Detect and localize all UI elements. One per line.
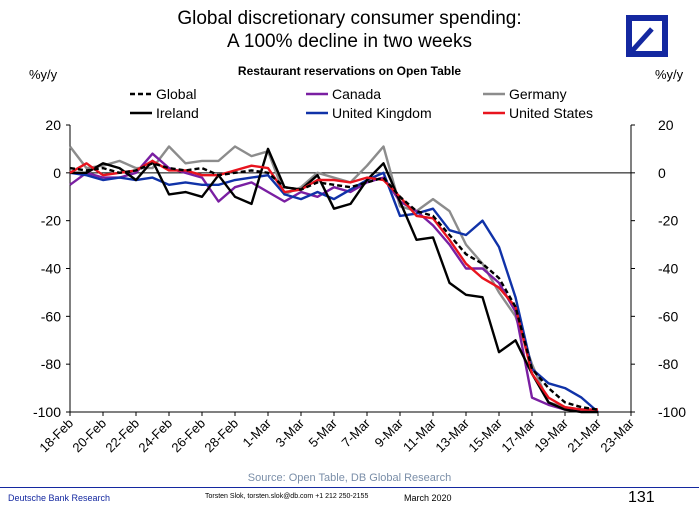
y-axis-unit-left: %y/y	[29, 67, 58, 82]
x-tick-label: 17-Mar	[498, 415, 538, 455]
legend-label: United States	[509, 105, 593, 121]
deutsche-bank-logo-icon	[626, 15, 668, 57]
y-tick-label-right: -40	[658, 261, 678, 277]
legend-label: Canada	[332, 86, 381, 102]
legend-item: Global	[130, 86, 196, 102]
page-number: 131	[628, 489, 655, 506]
footer-brand: Deutsche Bank Research	[8, 493, 111, 503]
y-tick-label-right: -60	[658, 308, 678, 324]
x-tick-label: 24-Feb	[135, 416, 175, 456]
chart-subtitle: Restaurant reservations on Open Table	[237, 64, 462, 78]
footer-contact: Torsten Slok, torsten.slok@db.com +1 212…	[205, 493, 369, 500]
x-tick-label: 5-Mar	[306, 415, 341, 450]
y-tick-label-left: -100	[33, 404, 61, 420]
x-tick-label: 28-Feb	[201, 416, 241, 456]
x-tick-label: 26-Feb	[168, 416, 208, 456]
series-line-global	[69, 162, 599, 411]
series-line-ireland	[70, 147, 598, 414]
x-tick-label: 21-Mar	[564, 415, 604, 455]
x-tick-label: 3-Mar	[273, 415, 308, 450]
y-axis-unit-right: %y/y	[655, 67, 684, 82]
x-tick-label: 19-Mar	[531, 415, 571, 455]
x-tick-label: 18-Feb	[36, 416, 76, 456]
y-tick-label-left: -20	[41, 213, 61, 229]
series-line-canada	[69, 152, 598, 411]
x-tick-label: 11-Mar	[400, 415, 440, 455]
legend-item: United Kingdom	[306, 105, 432, 121]
y-tick-label-right: 20	[658, 117, 674, 133]
y-tick-label-right: -20	[658, 213, 678, 229]
x-tick-label: 7-Mar	[339, 415, 374, 450]
legend-label: Global	[156, 86, 196, 102]
footer-date: March 2020	[404, 493, 452, 503]
y-tick-label-right: 0	[658, 165, 666, 181]
legend-label: United Kingdom	[332, 105, 432, 121]
y-tick-label-left: -80	[41, 356, 61, 372]
legend-label: Ireland	[156, 105, 199, 121]
legend-item: Canada	[306, 86, 381, 102]
x-tick-label: 15-Mar	[465, 415, 505, 455]
x-tick-label: 20-Feb	[69, 416, 109, 456]
y-tick-label-left: 0	[53, 165, 61, 181]
y-tick-label-left: 20	[45, 117, 61, 133]
legend-item: Ireland	[130, 105, 199, 121]
source-note: Source: Open Table, DB Global Research	[247, 472, 452, 484]
chart-title-line-2: A 100% decline in two weeks	[226, 31, 473, 52]
x-tick-label: 22-Feb	[102, 416, 142, 456]
legend-item: Germany	[483, 86, 567, 102]
x-tick-label: 23-Mar	[597, 415, 637, 455]
x-tick-label: 1-Mar	[240, 415, 275, 450]
y-tick-label-left: -40	[41, 261, 61, 277]
y-tick-label-right: -80	[658, 356, 678, 372]
footer-divider	[0, 487, 699, 488]
chart-title-line-1: Global discretionary consumer spending:	[177, 8, 522, 29]
legend-label: Germany	[509, 86, 567, 102]
legend-item: United States	[483, 105, 593, 121]
line-chart: 20 200 0-20 -20-40 -40-60 -60-80 -80-100 -10018…	[33, 86, 686, 456]
y-tick-label-left: -60	[41, 308, 61, 324]
y-tick-label-right: -100	[658, 404, 686, 420]
x-tick-label: 13-Mar	[432, 415, 472, 455]
series-line-united-kingdom	[69, 171, 599, 413]
series-line-germany	[69, 145, 599, 414]
